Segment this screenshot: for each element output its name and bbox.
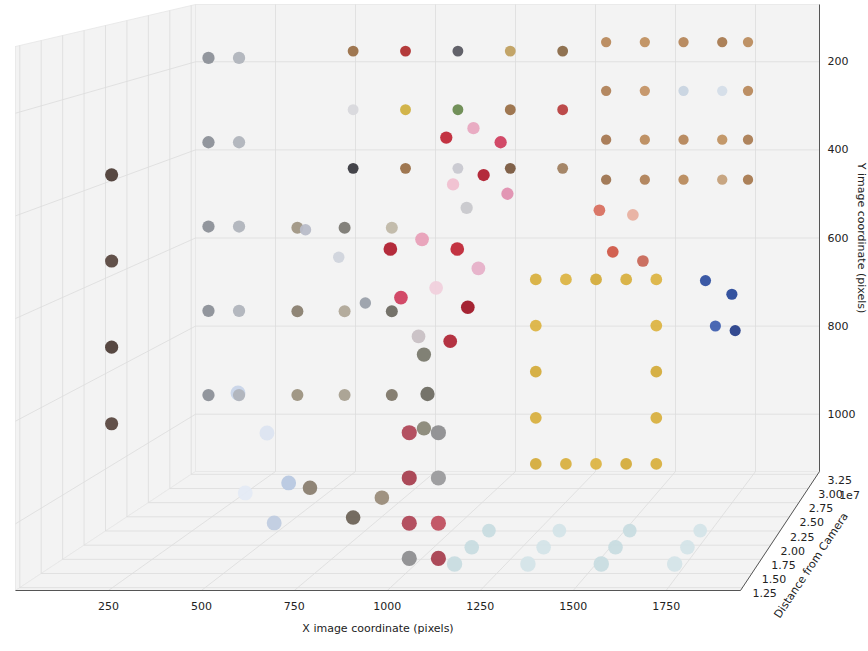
svg-text:Distance from Camera: Distance from Camera bbox=[772, 510, 851, 620]
svg-text:250: 250 bbox=[98, 600, 119, 613]
svg-text:800: 800 bbox=[828, 320, 849, 333]
svg-text:1000: 1000 bbox=[828, 408, 856, 421]
svg-text:1250: 1250 bbox=[466, 600, 494, 613]
svg-text:1e7: 1e7 bbox=[839, 489, 860, 502]
svg-text:1.50: 1.50 bbox=[762, 573, 787, 586]
svg-text:400: 400 bbox=[828, 143, 849, 156]
svg-text:1000: 1000 bbox=[373, 600, 401, 613]
svg-text:1.75: 1.75 bbox=[771, 559, 796, 572]
svg-text:X image coordinate (pixels): X image coordinate (pixels) bbox=[302, 622, 453, 635]
svg-text:2.25: 2.25 bbox=[790, 531, 815, 544]
svg-text:2.00: 2.00 bbox=[781, 545, 806, 558]
svg-text:600: 600 bbox=[828, 232, 849, 245]
svg-text:1.25: 1.25 bbox=[752, 587, 777, 600]
svg-text:500: 500 bbox=[191, 600, 212, 613]
svg-text:Y image coordinate (pixels): Y image coordinate (pixels) bbox=[855, 162, 868, 314]
svg-text:2.75: 2.75 bbox=[809, 502, 834, 515]
svg-text:1750: 1750 bbox=[652, 600, 680, 613]
svg-text:3.00: 3.00 bbox=[818, 488, 843, 501]
svg-text:1500: 1500 bbox=[559, 600, 587, 613]
svg-text:200: 200 bbox=[828, 55, 849, 68]
svg-text:3.25: 3.25 bbox=[828, 474, 853, 487]
svg-text:750: 750 bbox=[284, 600, 305, 613]
svg-text:2.50: 2.50 bbox=[799, 516, 824, 529]
